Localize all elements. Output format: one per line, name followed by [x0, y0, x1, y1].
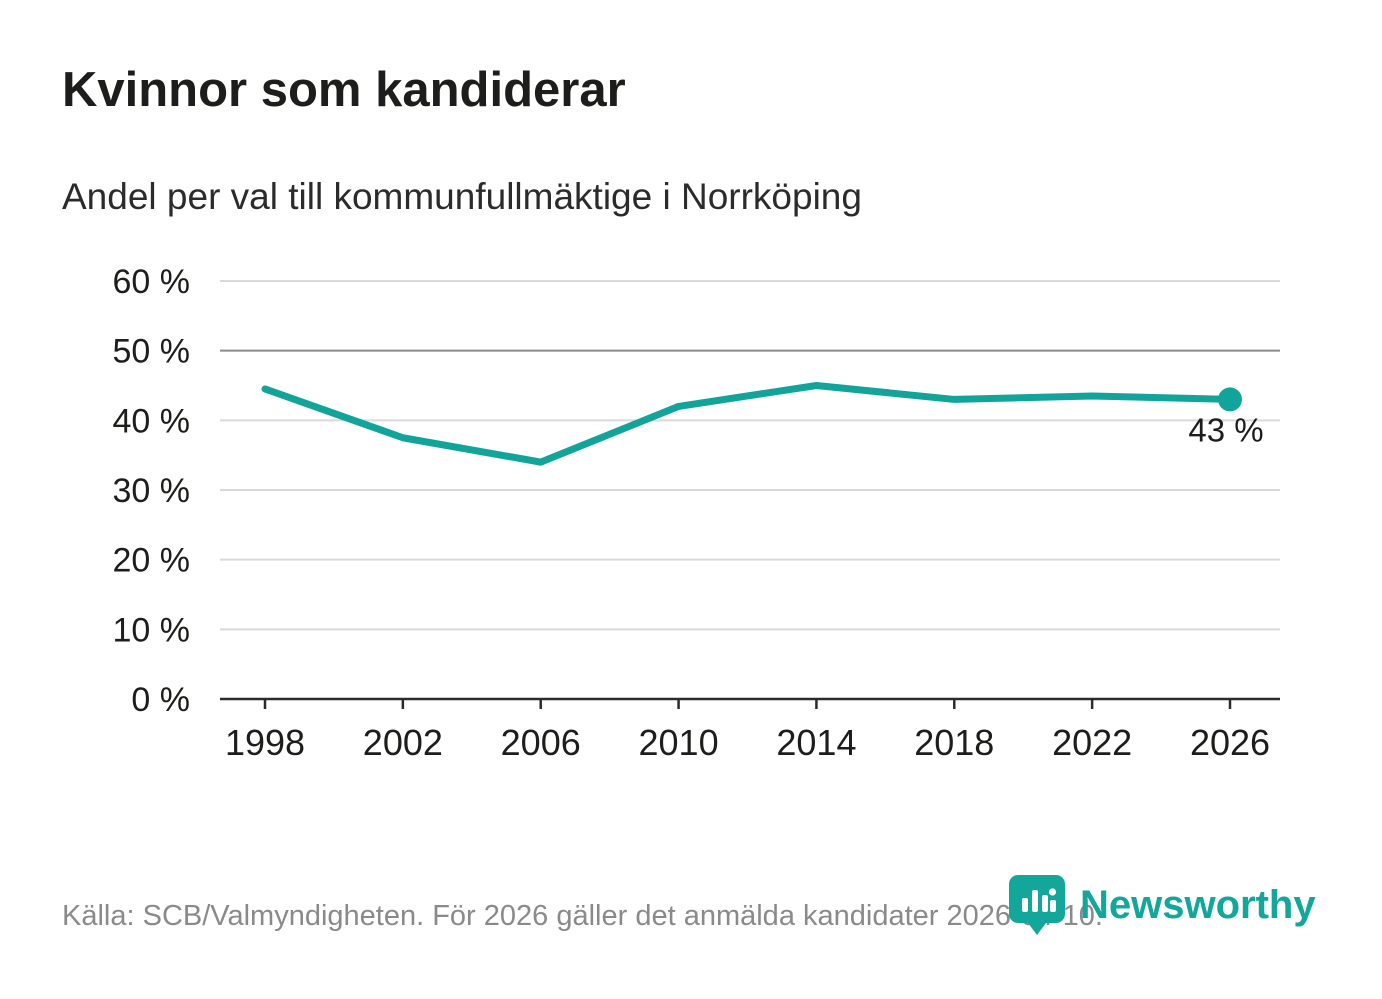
- ytick-label-10: 10 %: [113, 611, 191, 649]
- brand-lockup: Newsworthy: [1008, 874, 1316, 936]
- last-point-label: 43 %: [1188, 411, 1263, 448]
- page-title: Kvinnor som kandiderar: [62, 63, 626, 117]
- source-note: Källa: SCB/Valmyndigheten. För 2026 gäll…: [62, 900, 1103, 932]
- xtick-label-2026: 2026: [1190, 722, 1270, 763]
- newsworthy-logo-icon: [1009, 875, 1065, 935]
- xtick-label-2002: 2002: [363, 722, 443, 763]
- xtick-label-2014: 2014: [776, 722, 856, 763]
- ytick-label-40: 40 %: [113, 402, 191, 440]
- xtick-label-2018: 2018: [914, 722, 994, 763]
- ytick-label-20: 20 %: [113, 542, 191, 580]
- xtick-label-2006: 2006: [501, 722, 581, 763]
- ytick-label-0: 0 %: [131, 681, 190, 719]
- xtick-label-2022: 2022: [1052, 722, 1132, 763]
- last-point-marker: [1218, 387, 1242, 412]
- ytick-label-30: 30 %: [113, 472, 191, 510]
- series-line: [261, 382, 1234, 466]
- ytick-label-60: 60 %: [113, 263, 191, 301]
- ytick-label-50: 50 %: [113, 333, 191, 371]
- xtick-label-1998: 1998: [225, 722, 305, 763]
- xtick-label-2010: 2010: [639, 722, 719, 763]
- chart-subtitle: Andel per val till kommunfullmäktige i N…: [62, 176, 862, 217]
- brand-name: Newsworthy: [1080, 882, 1316, 927]
- logo-bars: [1022, 888, 1057, 912]
